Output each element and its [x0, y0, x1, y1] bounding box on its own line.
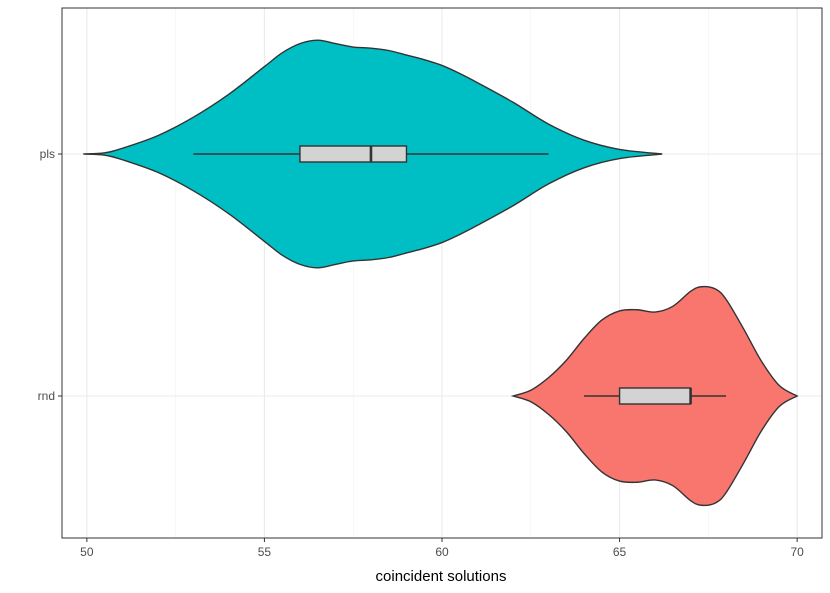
violins — [83, 39, 799, 507]
x-tick-label: 60 — [435, 545, 449, 559]
violin-pls — [83, 39, 663, 269]
y-axis: pls rnd — [38, 147, 62, 403]
violin-rnd — [510, 285, 799, 507]
x-axis-title: coincident solutions — [376, 568, 507, 585]
y-tick-label: rnd — [38, 389, 55, 403]
x-tick-label: 70 — [790, 545, 804, 559]
x-tick-label: 50 — [80, 545, 94, 559]
x-tick-label: 65 — [613, 545, 627, 559]
x-tick-label: 55 — [258, 545, 272, 559]
box — [299, 145, 408, 163]
box — [618, 387, 692, 405]
y-tick-label: pls — [40, 147, 55, 161]
x-axis: 50 55 60 65 70 — [80, 538, 804, 559]
